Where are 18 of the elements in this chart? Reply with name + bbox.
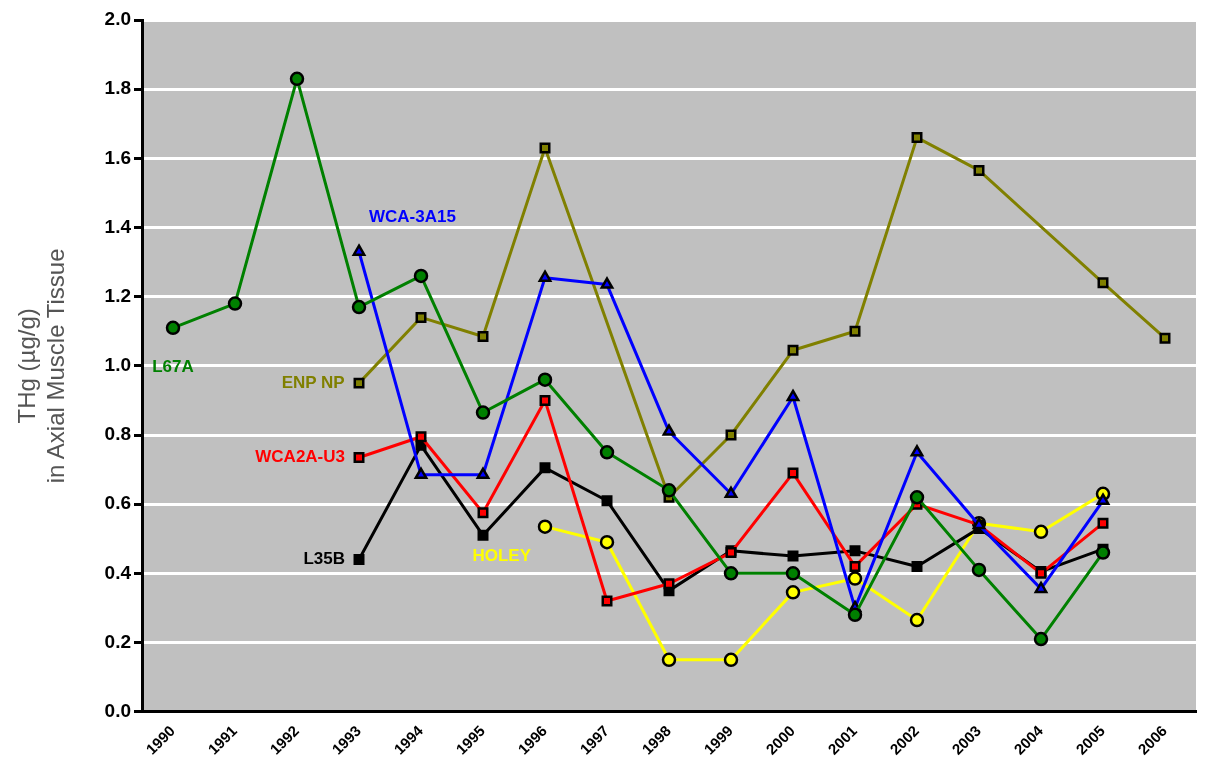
series-label: L35B [303, 549, 346, 569]
y-tick-label: 0.0 [104, 699, 132, 721]
y-tick-label: 1.8 [104, 77, 132, 99]
y-tick-label: 0.2 [104, 630, 132, 652]
series-label: L67A [152, 357, 194, 377]
y-tick-label: 1.0 [104, 354, 132, 376]
y-tick-label: 1.4 [104, 215, 132, 237]
series-label: WCA-3A15 [369, 207, 456, 227]
y-axis-title: THg (µg/g) in Axial Muscle Tissue [13, 248, 69, 484]
y-tick-label: 0.6 [104, 492, 132, 514]
y-tick-label: 1.6 [104, 146, 132, 168]
series-label: WCA2A-U3 [255, 447, 346, 467]
series-label: ENP NP [281, 372, 345, 392]
y-tick-label: 0.8 [104, 423, 132, 445]
y-tick-label: 2.0 [104, 8, 132, 30]
series-label: HOLEY [472, 546, 532, 566]
y-tick-label: 0.4 [104, 561, 132, 583]
y-tick-label: 1.2 [104, 284, 132, 306]
